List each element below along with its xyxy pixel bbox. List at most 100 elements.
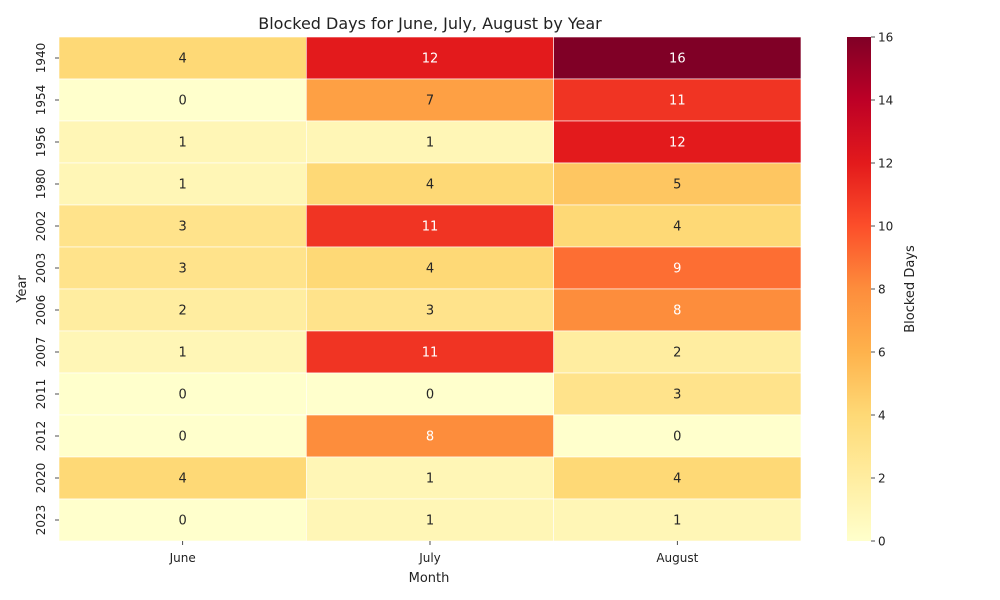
heatmap-cell	[306, 498, 554, 542]
heatmap-cell	[553, 204, 802, 248]
colorbar-tick-label: 10	[878, 220, 893, 234]
y-tick-label: 2012	[34, 421, 48, 452]
heatmap-cell	[306, 204, 554, 248]
cell-value-label: 2	[673, 346, 681, 361]
cell-value-label: 5	[673, 178, 681, 193]
heatmap-cell	[306, 330, 554, 374]
heatmap-cell	[306, 288, 554, 332]
y-tick-label: 2002	[34, 211, 48, 242]
heatmap-cell	[58, 372, 307, 416]
x-tick-label: June	[169, 551, 196, 565]
cell-value-label: 11	[422, 220, 439, 235]
cell-value-label: 1	[673, 514, 681, 529]
heatmap-cell	[306, 120, 554, 164]
x-tick-label: July	[418, 551, 441, 565]
cell-value-label: 11	[422, 346, 439, 361]
cell-value-label: 16	[669, 52, 686, 67]
cell-value-label: 1	[426, 472, 434, 487]
heatmap-cell	[58, 288, 307, 332]
cell-value-label: 3	[179, 220, 187, 235]
colorbar-tick-label: 4	[878, 409, 886, 423]
colorbar-tick-label: 16	[878, 31, 893, 45]
heatmap-cell	[553, 414, 802, 458]
cell-value-label: 4	[179, 52, 187, 67]
y-axis-title: Year	[15, 275, 30, 304]
heatmap-cell	[58, 330, 307, 374]
x-axis-title: Month	[409, 571, 450, 586]
colorbar-title: Blocked Days	[903, 245, 918, 333]
heatmap-cell	[306, 414, 554, 458]
cell-value-label: 0	[179, 514, 187, 529]
cell-value-label: 1	[426, 136, 434, 151]
cell-value-label: 4	[426, 178, 434, 193]
cell-value-label: 12	[669, 136, 686, 151]
colorbar-tick-label: 12	[878, 157, 893, 171]
heatmap-cell	[58, 36, 307, 80]
heatmap-cell	[306, 36, 554, 80]
colorbar-tick-label: 8	[878, 283, 886, 297]
x-axis-ticks: June July August	[169, 541, 699, 565]
heatmap-cell	[58, 162, 307, 206]
colorbar: 0 2 4 6 8 10 12 14 16	[847, 31, 893, 549]
heatmap-cell	[58, 204, 307, 248]
cell-value-label: 3	[673, 388, 681, 403]
cell-value-label: 4	[673, 220, 681, 235]
y-axis-ticks: 1940 1954 1956 1980 2002 2003 2006 2007 2011 2012…	[34, 43, 59, 536]
heatmap-cell	[553, 246, 802, 290]
cell-value-label: 4	[426, 262, 434, 277]
cell-value-label: 0	[179, 94, 187, 109]
heatmap-cell	[58, 456, 307, 500]
heatmap-cell	[553, 36, 802, 80]
cell-value-label: 7	[426, 94, 434, 109]
x-tick-label: August	[656, 551, 698, 565]
cell-value-label: 1	[426, 514, 434, 529]
cell-value-label: 8	[426, 430, 434, 445]
cell-value-label: 0	[179, 388, 187, 403]
y-tick-label: 1940	[34, 43, 48, 74]
heatmap-cell	[58, 414, 307, 458]
cell-value-label: 4	[673, 472, 681, 487]
cell-value-label: 9	[673, 262, 681, 277]
y-tick-label: 2023	[34, 505, 48, 536]
heatmap-cell	[553, 78, 802, 122]
cell-value-label: 8	[673, 304, 681, 319]
heatmap-cell	[306, 78, 554, 122]
cell-value-label: 1	[179, 178, 187, 193]
colorbar-tick-label: 14	[878, 94, 893, 108]
cell-value-label: 4	[179, 472, 187, 487]
cell-value-label: 2	[179, 304, 187, 319]
heatmap-cells: 4 12 160 7 111 1 121 4 53 11 43 4 92 3 81 11 20 0 30 8 04 1 40…	[58, 36, 802, 542]
heatmap-cell	[553, 162, 802, 206]
heatmap-cell	[553, 498, 802, 542]
cell-value-label: 12	[422, 52, 439, 67]
cell-value-label: 11	[669, 94, 686, 109]
y-tick-label: 2020	[34, 463, 48, 494]
cell-value-label: 1	[179, 346, 187, 361]
heatmap-cell	[553, 456, 802, 500]
heatmap-cell	[553, 372, 802, 416]
cell-value-label: 3	[179, 262, 187, 277]
y-tick-label: 1956	[34, 127, 48, 158]
heatmap-cell	[553, 288, 802, 332]
cell-value-label: 3	[426, 304, 434, 319]
y-tick-label: 2007	[34, 337, 48, 368]
colorbar-gradient	[847, 37, 871, 541]
heatmap-cell	[58, 78, 307, 122]
chart-title: Blocked Days for June, July, August by Y…	[258, 14, 602, 33]
y-tick-label: 2011	[34, 379, 48, 410]
heatmap-cell	[553, 330, 802, 374]
cell-value-label: 0	[673, 430, 681, 445]
y-tick-label: 2003	[34, 253, 48, 284]
colorbar-tick-label: 6	[878, 346, 886, 360]
y-tick-label: 1954	[34, 85, 48, 116]
heatmap-cell	[306, 246, 554, 290]
cell-value-label: 0	[426, 388, 434, 403]
colorbar-tick-label: 2	[878, 472, 886, 486]
cell-value-label: 0	[179, 430, 187, 445]
cell-value-label: 1	[179, 136, 187, 151]
colorbar-tick-label: 0	[878, 535, 886, 549]
y-tick-label: 2006	[34, 295, 48, 326]
y-tick-label: 1980	[34, 169, 48, 200]
